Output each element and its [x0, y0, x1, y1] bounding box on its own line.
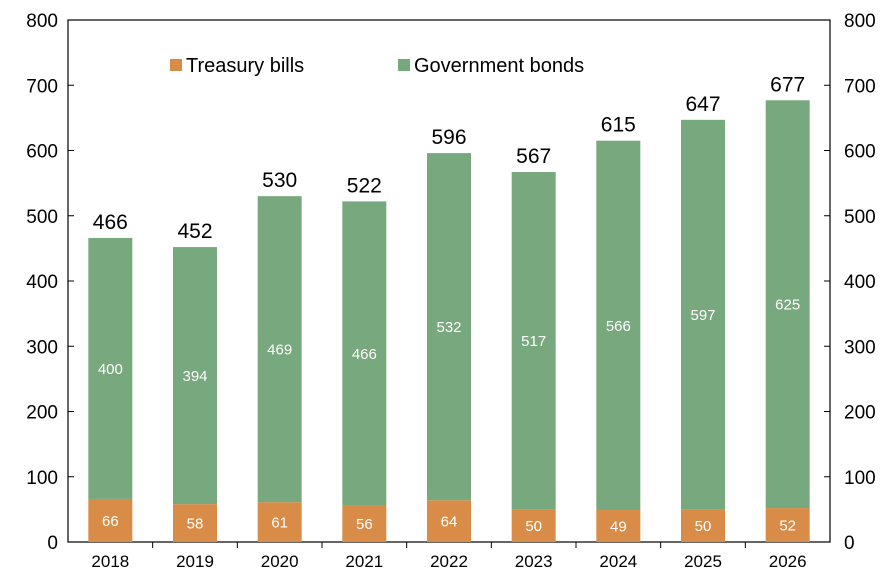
bar-treasury-bills — [681, 509, 725, 542]
bar-treasury-bills — [511, 509, 556, 542]
y-tick-label-left: 800 — [26, 11, 58, 32]
total-label: 530 — [262, 169, 297, 192]
data-label-government-bonds: 469 — [267, 342, 292, 359]
data-label-treasury-bills: 49 — [610, 519, 627, 536]
bar-treasury-bills — [173, 504, 217, 542]
y-tick-label-left: 0 — [47, 533, 58, 554]
x-tick-label: 2023 — [515, 552, 553, 571]
y-tick-label-right: 100 — [844, 468, 876, 489]
y-tick-label-right: 800 — [844, 11, 876, 32]
bar-government-bonds — [596, 140, 641, 511]
bar-treasury-bills — [765, 508, 810, 542]
bar-government-bonds — [765, 100, 810, 509]
total-label: 615 — [601, 114, 636, 137]
x-tick-label: 2019 — [176, 552, 214, 571]
data-label-treasury-bills: 56 — [356, 516, 373, 533]
legend-label-government-bonds: Government bonds — [414, 55, 584, 77]
data-label-treasury-bills: 50 — [525, 518, 542, 535]
x-axis: 2018 2019 2020 2021 2022 2023 2024 2025 2026 — [91, 542, 807, 571]
legend-swatch-treasury-bills — [170, 59, 182, 71]
total-label: 567 — [516, 145, 551, 168]
y-tick-label-left: 600 — [26, 142, 58, 163]
data-label-treasury-bills: 64 — [441, 514, 458, 531]
x-tick-label: 2024 — [599, 552, 637, 571]
bar-treasury-bills — [596, 510, 641, 542]
y-tick-label-left: 300 — [26, 337, 58, 358]
data-label-government-bonds: 625 — [775, 297, 800, 314]
y-tick-label-left: 100 — [26, 468, 58, 489]
data-labels-group: 66 400 466 58 394 452 61 469 530 56 466 522 64 532 596… — [93, 73, 805, 535]
bar-government-bonds — [427, 153, 471, 501]
x-tick-label: 2026 — [769, 552, 807, 571]
bar-government-bonds — [681, 119, 725, 510]
bar-government-bonds — [88, 237, 133, 499]
bar-government-bonds — [173, 247, 217, 505]
legend: Treasury bills Government bonds — [170, 55, 584, 77]
y-tick-label-left: 400 — [26, 272, 58, 293]
x-tick-label: 2018 — [91, 552, 129, 571]
data-label-government-bonds: 597 — [690, 307, 715, 324]
data-label-government-bonds: 517 — [521, 333, 546, 350]
x-tick-label: 2020 — [261, 552, 299, 571]
y-tick-label-right: 200 — [844, 403, 876, 424]
bar-government-bonds — [257, 196, 302, 503]
x-tick-label: 2022 — [430, 552, 468, 571]
data-label-government-bonds: 394 — [182, 368, 207, 385]
y-tick-label-right: 600 — [844, 142, 876, 163]
x-tick-label: 2021 — [345, 552, 383, 571]
total-label: 647 — [685, 93, 720, 116]
bar-treasury-bills — [88, 498, 133, 542]
data-label-government-bonds: 566 — [606, 318, 631, 335]
y-tick-label-left: 700 — [26, 76, 58, 97]
y-tick-label-right: 400 — [844, 272, 876, 293]
total-label: 466 — [93, 211, 128, 234]
x-tick-label: 2025 — [684, 552, 722, 571]
data-label-treasury-bills: 58 — [187, 516, 204, 533]
y-tick-label-right: 300 — [844, 337, 876, 358]
total-label: 677 — [770, 73, 805, 96]
total-label: 522 — [347, 174, 382, 197]
data-label-treasury-bills: 50 — [695, 518, 712, 535]
y-tick-label-left: 500 — [26, 207, 58, 228]
data-label-government-bonds: 466 — [352, 346, 377, 363]
data-label-treasury-bills: 66 — [102, 513, 119, 530]
bar-government-bonds — [511, 172, 556, 510]
data-label-treasury-bills: 61 — [271, 515, 288, 532]
bar-treasury-bills — [342, 505, 387, 542]
total-label: 596 — [431, 126, 466, 149]
data-label-government-bonds: 532 — [436, 319, 461, 336]
y-tick-label-left: 200 — [26, 403, 58, 424]
y-axis-right: 0 100 200 300 400 500 600 700 800 — [824, 11, 876, 554]
bar-government-bonds — [342, 201, 387, 506]
bars-group — [88, 100, 810, 542]
legend-swatch-government-bonds — [398, 59, 410, 71]
y-axis-left: 0 100 200 300 400 500 600 700 800 — [26, 11, 74, 554]
data-label-government-bonds: 400 — [98, 361, 123, 378]
y-tick-label-right: 700 — [844, 76, 876, 97]
data-label-treasury-bills: 52 — [779, 518, 796, 535]
legend-label-treasury-bills: Treasury bills — [186, 55, 304, 77]
y-tick-label-right: 500 — [844, 207, 876, 228]
bar-treasury-bills — [257, 502, 302, 542]
y-tick-label-right: 0 — [844, 533, 855, 554]
bar-treasury-bills — [427, 500, 471, 542]
total-label: 452 — [177, 220, 212, 243]
